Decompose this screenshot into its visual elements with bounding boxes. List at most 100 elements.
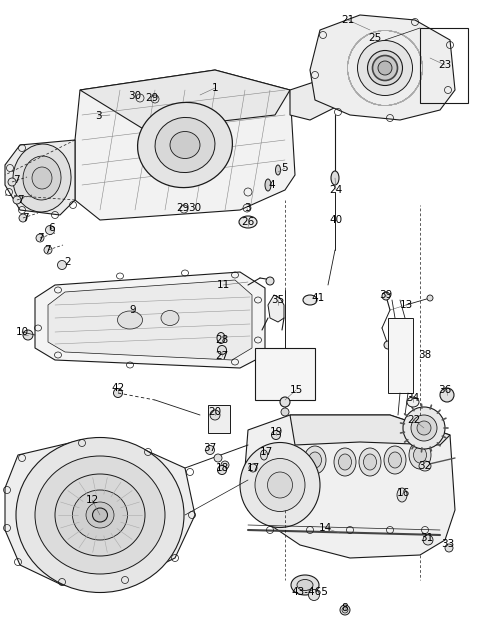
- Ellipse shape: [417, 421, 431, 435]
- Ellipse shape: [86, 502, 114, 528]
- Ellipse shape: [413, 447, 427, 463]
- Text: 28: 28: [216, 335, 228, 345]
- Ellipse shape: [382, 292, 390, 300]
- Ellipse shape: [363, 454, 376, 470]
- Text: 43-465: 43-465: [291, 587, 328, 597]
- Ellipse shape: [13, 196, 21, 204]
- Ellipse shape: [161, 311, 179, 325]
- Text: 13: 13: [399, 300, 413, 310]
- Ellipse shape: [334, 448, 356, 476]
- Ellipse shape: [409, 441, 431, 469]
- Polygon shape: [245, 415, 455, 558]
- Ellipse shape: [419, 461, 431, 471]
- Ellipse shape: [372, 56, 397, 80]
- Text: 7: 7: [36, 233, 43, 243]
- Ellipse shape: [265, 179, 271, 191]
- Ellipse shape: [23, 156, 61, 200]
- Text: 34: 34: [407, 393, 420, 403]
- Polygon shape: [268, 295, 284, 322]
- Ellipse shape: [368, 50, 403, 85]
- Bar: [420, 28, 468, 103]
- Text: 22: 22: [408, 415, 420, 425]
- Bar: [208, 405, 230, 433]
- Ellipse shape: [221, 461, 229, 469]
- Ellipse shape: [411, 415, 437, 441]
- Text: 36: 36: [438, 385, 452, 395]
- Ellipse shape: [249, 464, 257, 472]
- Text: 8: 8: [342, 603, 348, 613]
- Ellipse shape: [23, 330, 33, 340]
- Ellipse shape: [388, 452, 401, 468]
- Ellipse shape: [217, 346, 227, 355]
- Ellipse shape: [44, 246, 52, 254]
- Bar: [388, 318, 413, 393]
- Text: 1: 1: [212, 83, 218, 93]
- Text: 19: 19: [269, 427, 283, 437]
- Text: 2: 2: [65, 257, 72, 267]
- Ellipse shape: [55, 474, 145, 556]
- Text: 41: 41: [312, 293, 324, 303]
- Ellipse shape: [35, 456, 165, 574]
- Polygon shape: [5, 140, 75, 215]
- Ellipse shape: [331, 171, 339, 185]
- Text: 7: 7: [17, 195, 24, 205]
- Polygon shape: [35, 272, 265, 368]
- Ellipse shape: [118, 311, 143, 329]
- Ellipse shape: [267, 472, 292, 498]
- Text: 29: 29: [176, 203, 190, 213]
- Ellipse shape: [309, 452, 322, 468]
- Ellipse shape: [281, 408, 289, 416]
- Text: 26: 26: [241, 217, 254, 227]
- Ellipse shape: [359, 448, 381, 476]
- Ellipse shape: [423, 535, 433, 545]
- Text: 17: 17: [246, 463, 260, 473]
- Ellipse shape: [113, 389, 122, 397]
- Text: 3: 3: [244, 203, 250, 213]
- Ellipse shape: [384, 446, 406, 474]
- Ellipse shape: [378, 61, 392, 75]
- Ellipse shape: [272, 431, 280, 440]
- Ellipse shape: [309, 590, 320, 600]
- Ellipse shape: [13, 144, 71, 212]
- Ellipse shape: [240, 443, 320, 528]
- Text: 29: 29: [145, 93, 158, 103]
- Ellipse shape: [217, 466, 227, 475]
- Ellipse shape: [93, 508, 108, 522]
- Polygon shape: [290, 80, 340, 120]
- Bar: [255, 348, 315, 400]
- Ellipse shape: [58, 260, 67, 269]
- Text: 38: 38: [419, 350, 432, 360]
- Ellipse shape: [358, 40, 412, 96]
- Text: 17: 17: [259, 447, 273, 457]
- Ellipse shape: [239, 216, 257, 228]
- Ellipse shape: [266, 277, 274, 285]
- Text: 30: 30: [129, 91, 142, 101]
- Ellipse shape: [155, 117, 215, 172]
- Text: 15: 15: [289, 385, 302, 395]
- Text: 12: 12: [85, 495, 98, 505]
- Text: 21: 21: [341, 15, 355, 25]
- Ellipse shape: [397, 488, 407, 502]
- Text: 42: 42: [111, 383, 125, 393]
- Text: 25: 25: [368, 33, 382, 43]
- Text: 10: 10: [15, 327, 29, 337]
- Ellipse shape: [440, 388, 454, 402]
- Text: 31: 31: [420, 533, 433, 543]
- Polygon shape: [290, 415, 450, 445]
- Text: 16: 16: [396, 488, 409, 498]
- Ellipse shape: [138, 102, 232, 188]
- Ellipse shape: [214, 454, 222, 462]
- Ellipse shape: [32, 167, 52, 189]
- Polygon shape: [48, 280, 252, 360]
- Ellipse shape: [291, 575, 319, 595]
- Text: 7: 7: [22, 213, 28, 223]
- Text: 9: 9: [130, 305, 136, 315]
- Ellipse shape: [297, 579, 313, 591]
- Text: 14: 14: [318, 523, 332, 533]
- Ellipse shape: [403, 407, 445, 449]
- Ellipse shape: [427, 295, 433, 301]
- Ellipse shape: [170, 131, 200, 158]
- Text: 27: 27: [216, 351, 228, 361]
- Ellipse shape: [342, 607, 348, 613]
- Text: 6: 6: [48, 223, 55, 233]
